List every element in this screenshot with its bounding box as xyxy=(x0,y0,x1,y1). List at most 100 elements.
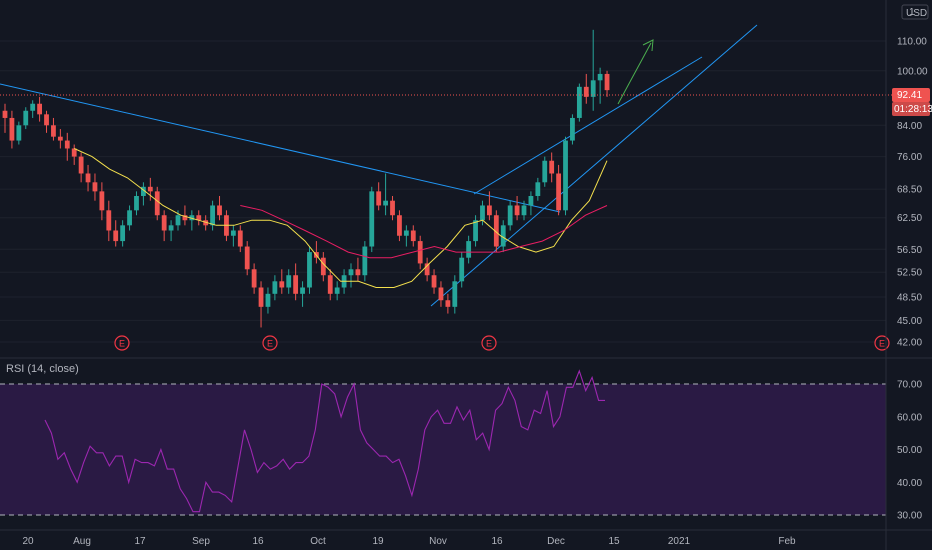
candle-body xyxy=(570,117,575,141)
current-price-value: 92.41 xyxy=(897,90,922,101)
candle-body xyxy=(237,230,243,247)
candle-body xyxy=(154,191,160,216)
candle-body xyxy=(230,230,236,236)
time-tick-label: 2021 xyxy=(668,536,691,547)
candle-body xyxy=(51,125,56,137)
drawings[interactable] xyxy=(0,24,758,307)
price-tick-label: 48.50 xyxy=(897,293,922,304)
candle-body xyxy=(189,215,195,221)
price-tick-label: 56.50 xyxy=(897,245,922,256)
candle-body xyxy=(424,263,430,276)
candle-body xyxy=(300,287,305,294)
candle-body xyxy=(556,173,561,211)
price-tick-label: 45.00 xyxy=(897,316,922,327)
candle-body xyxy=(597,73,603,81)
moving-average-fast xyxy=(73,148,608,288)
candle-body xyxy=(147,186,153,192)
candle-body xyxy=(279,281,285,288)
candle-body xyxy=(521,205,527,216)
candle-body xyxy=(251,269,257,288)
currency-box[interactable] xyxy=(901,4,929,20)
candle-body xyxy=(161,215,167,231)
price-tick-label: 68.50 xyxy=(897,185,922,196)
candle-body xyxy=(542,160,548,183)
candle-body xyxy=(348,269,354,276)
candle-body xyxy=(320,257,326,276)
earnings-badge-icon xyxy=(262,335,278,351)
candle-body xyxy=(514,205,520,216)
arrow-line[interactable] xyxy=(617,42,652,105)
rsi-tick-label: 30.00 xyxy=(897,511,922,522)
candle-body xyxy=(480,205,485,221)
candle-body xyxy=(452,281,458,307)
candle-body xyxy=(16,125,22,141)
rsi-axis[interactable]: 70.00 60.00 50.00 40.00 30.00 xyxy=(897,380,922,522)
candle-body xyxy=(355,269,361,276)
candle-body xyxy=(196,215,202,221)
candle-body xyxy=(390,200,395,216)
earnings-badge-icon xyxy=(481,335,497,351)
earnings-event-marker[interactable]: E xyxy=(481,335,497,351)
price-tick-label: 84.00 xyxy=(897,121,922,132)
candle-body xyxy=(92,182,98,192)
earnings-badge-label: E xyxy=(486,339,492,349)
earnings-event-marker[interactable]: E xyxy=(262,335,278,351)
rsi-tick-label: 40.00 xyxy=(897,478,922,489)
rsi-indicator-label[interactable]: RSI (14, close) xyxy=(6,363,79,375)
candle-body xyxy=(244,246,250,270)
candle-body xyxy=(30,103,36,111)
candle-body xyxy=(583,86,589,97)
candle-body xyxy=(445,300,451,307)
candle-body xyxy=(44,114,49,126)
earnings-badge-label: E xyxy=(879,339,885,349)
time-tick-label: Dec xyxy=(547,536,565,547)
rsi-tick-label: 70.00 xyxy=(897,380,922,391)
time-axis[interactable]: 20 Aug 17 Sep 16 Oct 19 Nov 16 Dec 15 2021 Feb xyxy=(22,536,796,547)
time-tick-label: Aug xyxy=(73,536,91,547)
candle-body xyxy=(78,156,84,174)
candle-body xyxy=(106,210,112,231)
candle-body xyxy=(334,287,340,294)
candle-body xyxy=(376,191,382,206)
time-tick-label: 17 xyxy=(134,536,146,547)
candle-body xyxy=(265,293,271,307)
candle-body xyxy=(168,225,174,231)
arrow-head-icon xyxy=(642,39,654,52)
candle-body xyxy=(217,205,222,216)
earnings-event-marker[interactable]: E xyxy=(874,335,890,351)
price-axis[interactable]: 110.00 100.00 84.00 76.00 68.50 62.50 56.50 52.… xyxy=(897,37,928,349)
candle-body xyxy=(210,205,215,226)
candle-body xyxy=(37,103,42,115)
candle-body xyxy=(487,205,492,216)
rsi-tick-label: 50.00 xyxy=(897,445,922,456)
candle-body xyxy=(57,136,63,141)
bar-countdown: 01:28:13 xyxy=(894,104,932,115)
currency-label: USD xyxy=(906,8,927,19)
candle-body xyxy=(362,246,368,276)
upper-channel-line[interactable] xyxy=(473,56,703,195)
price-tick-label: 110.00 xyxy=(897,37,927,48)
candle-body xyxy=(417,241,423,264)
candle-body xyxy=(286,275,292,288)
time-tick-label: Feb xyxy=(778,536,796,547)
candle-body xyxy=(175,215,181,226)
candle-body xyxy=(182,215,188,221)
moving-average-slow xyxy=(240,205,608,259)
countdown-tag xyxy=(892,102,930,116)
candle-body xyxy=(64,140,70,149)
downtrend-line[interactable] xyxy=(0,83,561,213)
candle-body xyxy=(203,220,209,226)
lower-uptrend-line[interactable] xyxy=(430,24,758,307)
price-tick-label: 76.00 xyxy=(897,152,922,163)
earnings-event-marker[interactable]: E xyxy=(114,335,130,351)
candle-body xyxy=(549,160,555,174)
candle-body xyxy=(127,210,132,226)
scale-mode-indicator[interactable]: 1 xyxy=(909,7,915,18)
candle-body xyxy=(369,191,375,247)
time-tick-label: 16 xyxy=(491,536,503,547)
time-tick-label: Sep xyxy=(192,536,210,547)
candle-body xyxy=(258,287,264,307)
earnings-badge-label: E xyxy=(119,339,125,349)
candle-body xyxy=(493,215,499,247)
